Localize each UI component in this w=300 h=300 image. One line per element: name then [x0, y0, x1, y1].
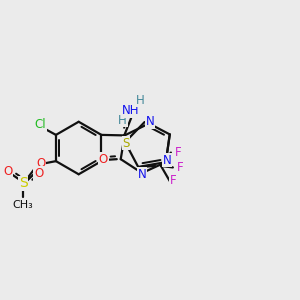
Text: F: F — [175, 146, 181, 159]
Text: N: N — [146, 115, 154, 128]
Text: O: O — [3, 165, 13, 178]
Text: S: S — [122, 137, 130, 150]
Text: CH₃: CH₃ — [13, 200, 34, 210]
Text: Cl: Cl — [34, 118, 46, 131]
Text: H: H — [118, 113, 127, 127]
Text: F: F — [176, 161, 183, 174]
Text: O: O — [99, 153, 108, 166]
Text: O: O — [34, 167, 43, 180]
Text: H: H — [136, 94, 145, 107]
Text: N: N — [162, 154, 171, 167]
Text: F: F — [169, 174, 176, 187]
Text: O: O — [36, 157, 45, 169]
Text: NH: NH — [122, 104, 139, 117]
Text: S: S — [19, 176, 28, 190]
Text: N: N — [138, 168, 146, 181]
